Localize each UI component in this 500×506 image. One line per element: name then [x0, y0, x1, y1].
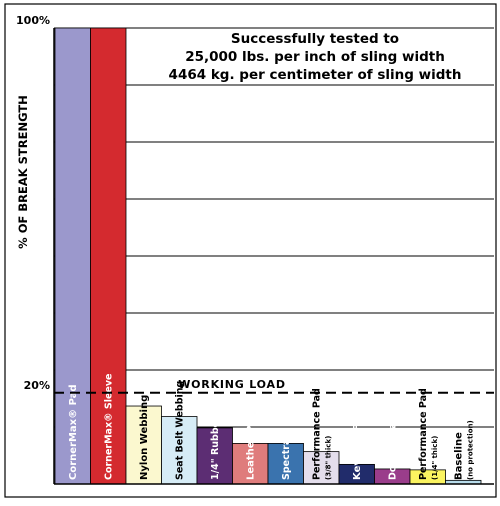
bar-sublabel: (3/8" thick) [324, 436, 332, 480]
chart-title-line: 25,000 lbs. per inch of sling width [185, 49, 445, 65]
y-tick-labels: 100% 20% [16, 14, 50, 392]
bar [90, 27, 127, 485]
bar-label: Nylon Webbing [139, 395, 150, 480]
bar [196, 427, 233, 485]
bar-label: CornerMax® Pad [68, 384, 79, 480]
y-tick-label: 20% [24, 379, 50, 392]
bar-label: 1/4" Rubber Pad [210, 393, 221, 480]
working-load-label: WORKING LOAD [178, 378, 286, 391]
bar-label: Leather Pad [245, 412, 256, 480]
bar-label: Kevlar® Felt [352, 409, 363, 480]
bar [267, 443, 304, 485]
bar-label: CornerMax® Sleeve [103, 374, 114, 481]
bar-label: Performance Pad [418, 388, 429, 480]
bar-label: Baseline [453, 432, 464, 480]
chart-title: Successfully tested to 25,000 lbs. per in… [169, 31, 462, 83]
bar-label: Double Wall Cover [387, 382, 398, 480]
bars [54, 27, 482, 485]
y-tick-label: 100% [16, 14, 50, 27]
bar-label: Performance Pad [311, 388, 322, 480]
chart-title-line: 4464 kg. per centimeter of sling width [169, 67, 462, 83]
bar-sublabel: (1/4" thick) [431, 436, 439, 480]
bar-label: Seat Belt Webbing [174, 381, 185, 480]
bar-sublabel: (no protection) [466, 420, 474, 480]
chart-border [4, 3, 497, 498]
bar [54, 27, 91, 485]
chart-title-line: Successfully tested to [231, 31, 399, 47]
bar-labels: CornerMax® Pad CornerMax® Sleeve Nylon Web… [68, 374, 475, 481]
bar-label: Spectra® Shield [281, 392, 292, 480]
bar [232, 443, 269, 485]
y-axis-label: % OF BREAK STRENGTH [16, 95, 30, 249]
